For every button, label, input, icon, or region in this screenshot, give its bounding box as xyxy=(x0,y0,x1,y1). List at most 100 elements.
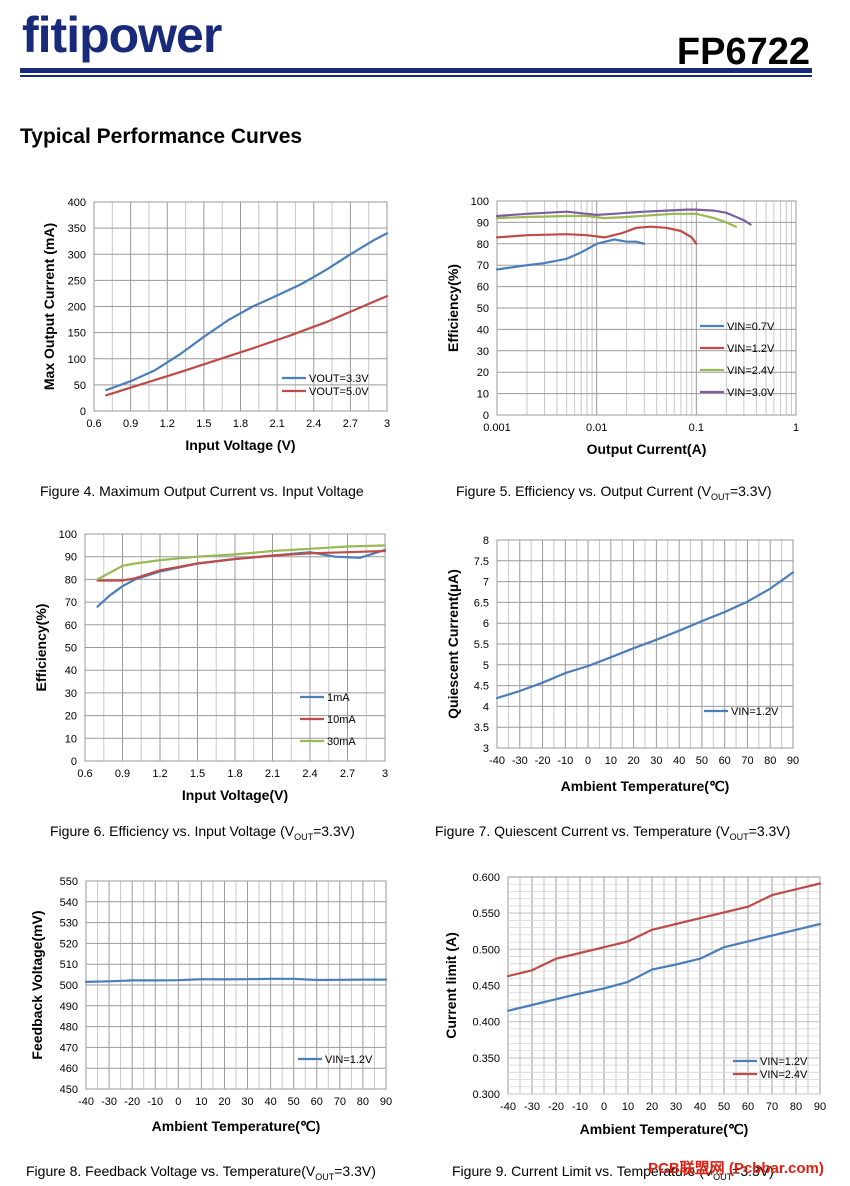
fig7-x-tick-label: -30 xyxy=(512,755,528,767)
fig9-x-tick-label: -20 xyxy=(548,1101,564,1113)
fig8-y-tick-label: 450 xyxy=(60,1084,78,1096)
fig7-y-tick-label: 6.5 xyxy=(474,597,489,609)
fig6-legend-label: 30mA xyxy=(327,736,356,748)
fig9-y-tick-label: 0.450 xyxy=(472,981,500,993)
fig9-x-tick-label: 0 xyxy=(601,1101,607,1113)
fig9-y-tick-label: 0.400 xyxy=(472,1017,500,1029)
header-rule xyxy=(20,68,812,73)
fig4-x-tick-label: 2.7 xyxy=(343,418,358,430)
section-title: Typical Performance Curves xyxy=(20,125,303,148)
fig7-x-tick-label: 80 xyxy=(764,755,776,767)
fig9-x-tick-label: -10 xyxy=(572,1101,588,1113)
fig9-x-tick-label: 60 xyxy=(742,1101,754,1113)
fig6-y-tick-label: 20 xyxy=(65,711,77,723)
fig4-x-tick-label: 2.4 xyxy=(306,418,321,430)
fig7-x-tick-label: 60 xyxy=(719,755,731,767)
figure-8-caption: Figure 8. Feedback Voltage vs. Temperatu… xyxy=(26,1163,376,1182)
fig6-series-line xyxy=(96,544,387,581)
fig4-legend-label: VOUT=5.0V xyxy=(309,386,369,398)
fig4-chart: 0 50 100 150 200 250 300 350 400 0.6 0.9 1.2 1.5 1.8 2… xyxy=(41,197,390,453)
fig6-x-tick-label: 1.2 xyxy=(152,768,167,780)
header-rule-thin xyxy=(20,75,812,77)
fig4-x-tick-label: 1.2 xyxy=(160,418,175,430)
fig4-x-tick-label: 1.8 xyxy=(233,418,248,430)
fig6-y-tick-label: 30 xyxy=(65,688,77,700)
fig5-legend: VIN=0.7V VIN=1.2V VIN=2.4V VIN=3.0V xyxy=(700,321,775,399)
fig6-x-tick-label: 2.7 xyxy=(340,768,355,780)
fig6-y-tick-label: 0 xyxy=(71,756,77,768)
fig6-y-axis-title: Efficiency(%) xyxy=(33,604,49,692)
fig9-x-axis-title: Ambient Temperature(℃) xyxy=(580,1121,749,1137)
fig5-x-axis-title: Output Current(A) xyxy=(587,441,707,457)
fig4-y-tick-label: 400 xyxy=(68,197,86,209)
fig8-y-tick-label: 460 xyxy=(60,1063,78,1075)
fig7-y-tick-label: 7.5 xyxy=(474,556,489,568)
fig9-series-line xyxy=(506,922,822,1012)
fig8-x-tick-label: 60 xyxy=(311,1096,323,1108)
fig6-y-tick-label: 40 xyxy=(65,665,77,677)
fig6-x-tick-label: 0.9 xyxy=(115,768,130,780)
fig5-series-line xyxy=(495,225,698,245)
fig5-y-tick-label: 40 xyxy=(477,324,489,336)
fig7-y-tick-label: 4.5 xyxy=(474,681,489,693)
fig5-y-tick-label: 100 xyxy=(471,196,489,208)
fig8-x-axis-title: Ambient Temperature(℃) xyxy=(152,1118,321,1134)
fig7-legend-label: VIN=1.2V xyxy=(731,706,779,718)
fig6-y-tick-label: 80 xyxy=(65,574,77,586)
fig8-y-tick-label: 520 xyxy=(60,938,78,950)
fig8-x-tick-label: 0 xyxy=(175,1096,181,1108)
fig7-x-tick-label: -10 xyxy=(557,755,573,767)
fig8-y-tick-label: 490 xyxy=(60,1001,78,1013)
fig4-y-tick-label: 0 xyxy=(80,406,86,418)
fig7-series-line xyxy=(495,571,795,700)
fig7-x-tick-label: -20 xyxy=(535,755,551,767)
fig4-y-tick-label: 200 xyxy=(68,302,86,314)
fig9-y-tick-label: 0.350 xyxy=(472,1053,500,1065)
fig4-y-tick-label: 50 xyxy=(74,380,86,392)
fig7-legend: VIN=1.2V xyxy=(704,706,779,718)
fig8-x-tick-label: -40 xyxy=(78,1096,94,1108)
fig7-x-tick-label: 90 xyxy=(787,755,799,767)
fig5-x-tick-label: 0.1 xyxy=(689,422,704,434)
fig8-y-tick-label: 540 xyxy=(60,897,78,909)
fig6-chart: 0 10 20 30 40 50 60 70 80 90 100 0.6 0.9 1.2 1.5 1.8 2.1… xyxy=(33,529,388,803)
fig9-y-axis-title: Current limit (A) xyxy=(443,932,459,1039)
fig5-y-tick-label: 50 xyxy=(477,303,489,315)
fig9-x-tick-label: 40 xyxy=(694,1101,706,1113)
fig7-y-tick-label: 7 xyxy=(483,577,489,589)
fig7-x-tick-label: 10 xyxy=(605,755,617,767)
fig9-x-tick-label: 80 xyxy=(790,1101,802,1113)
fig9-legend-label: VIN=2.4V xyxy=(760,1069,808,1081)
fig4-legend-label: VOUT=3.3V xyxy=(309,373,369,385)
fig8-x-tick-label: 30 xyxy=(241,1096,253,1108)
fig7-x-tick-label: -40 xyxy=(489,755,505,767)
fig4-x-tick-label: 1.5 xyxy=(196,418,211,430)
fig4-x-tick-label: 0.6 xyxy=(86,418,101,430)
fig9-x-tick-label: 50 xyxy=(718,1101,730,1113)
fig6-y-tick-label: 10 xyxy=(65,733,77,745)
fig7-y-tick-label: 6 xyxy=(483,618,489,630)
fig6-y-tick-label: 70 xyxy=(65,597,77,609)
fig8-x-tick-label: -30 xyxy=(101,1096,117,1108)
brand-logo: fitipower xyxy=(22,7,222,63)
fig5-y-tick-label: 70 xyxy=(477,260,489,272)
fig7-x-tick-label: 20 xyxy=(627,755,639,767)
fig8-y-tick-label: 550 xyxy=(60,876,78,888)
fig7-y-tick-label: 4 xyxy=(483,701,489,713)
fig6-x-tick-label: 3 xyxy=(382,768,388,780)
fig7-y-tick-label: 8 xyxy=(483,535,489,547)
figure-4-caption: Figure 4. Maximum Output Current vs. Inp… xyxy=(40,483,364,499)
fig5-x-tick-label: 0.001 xyxy=(483,422,511,434)
fig7-y-tick-label: 5.5 xyxy=(474,639,489,651)
fig5-legend-label: VIN=2.4V xyxy=(727,365,775,377)
fig9-y-tick-label: 0.500 xyxy=(472,944,500,956)
fig8-x-tick-label: 90 xyxy=(380,1096,392,1108)
fig8-y-axis-title: Feedback Voltage(mV) xyxy=(29,910,45,1059)
fig9-x-tick-label: -40 xyxy=(500,1101,516,1113)
fig8-x-tick-label: 20 xyxy=(218,1096,230,1108)
fig6-y-tick-label: 50 xyxy=(65,643,77,655)
